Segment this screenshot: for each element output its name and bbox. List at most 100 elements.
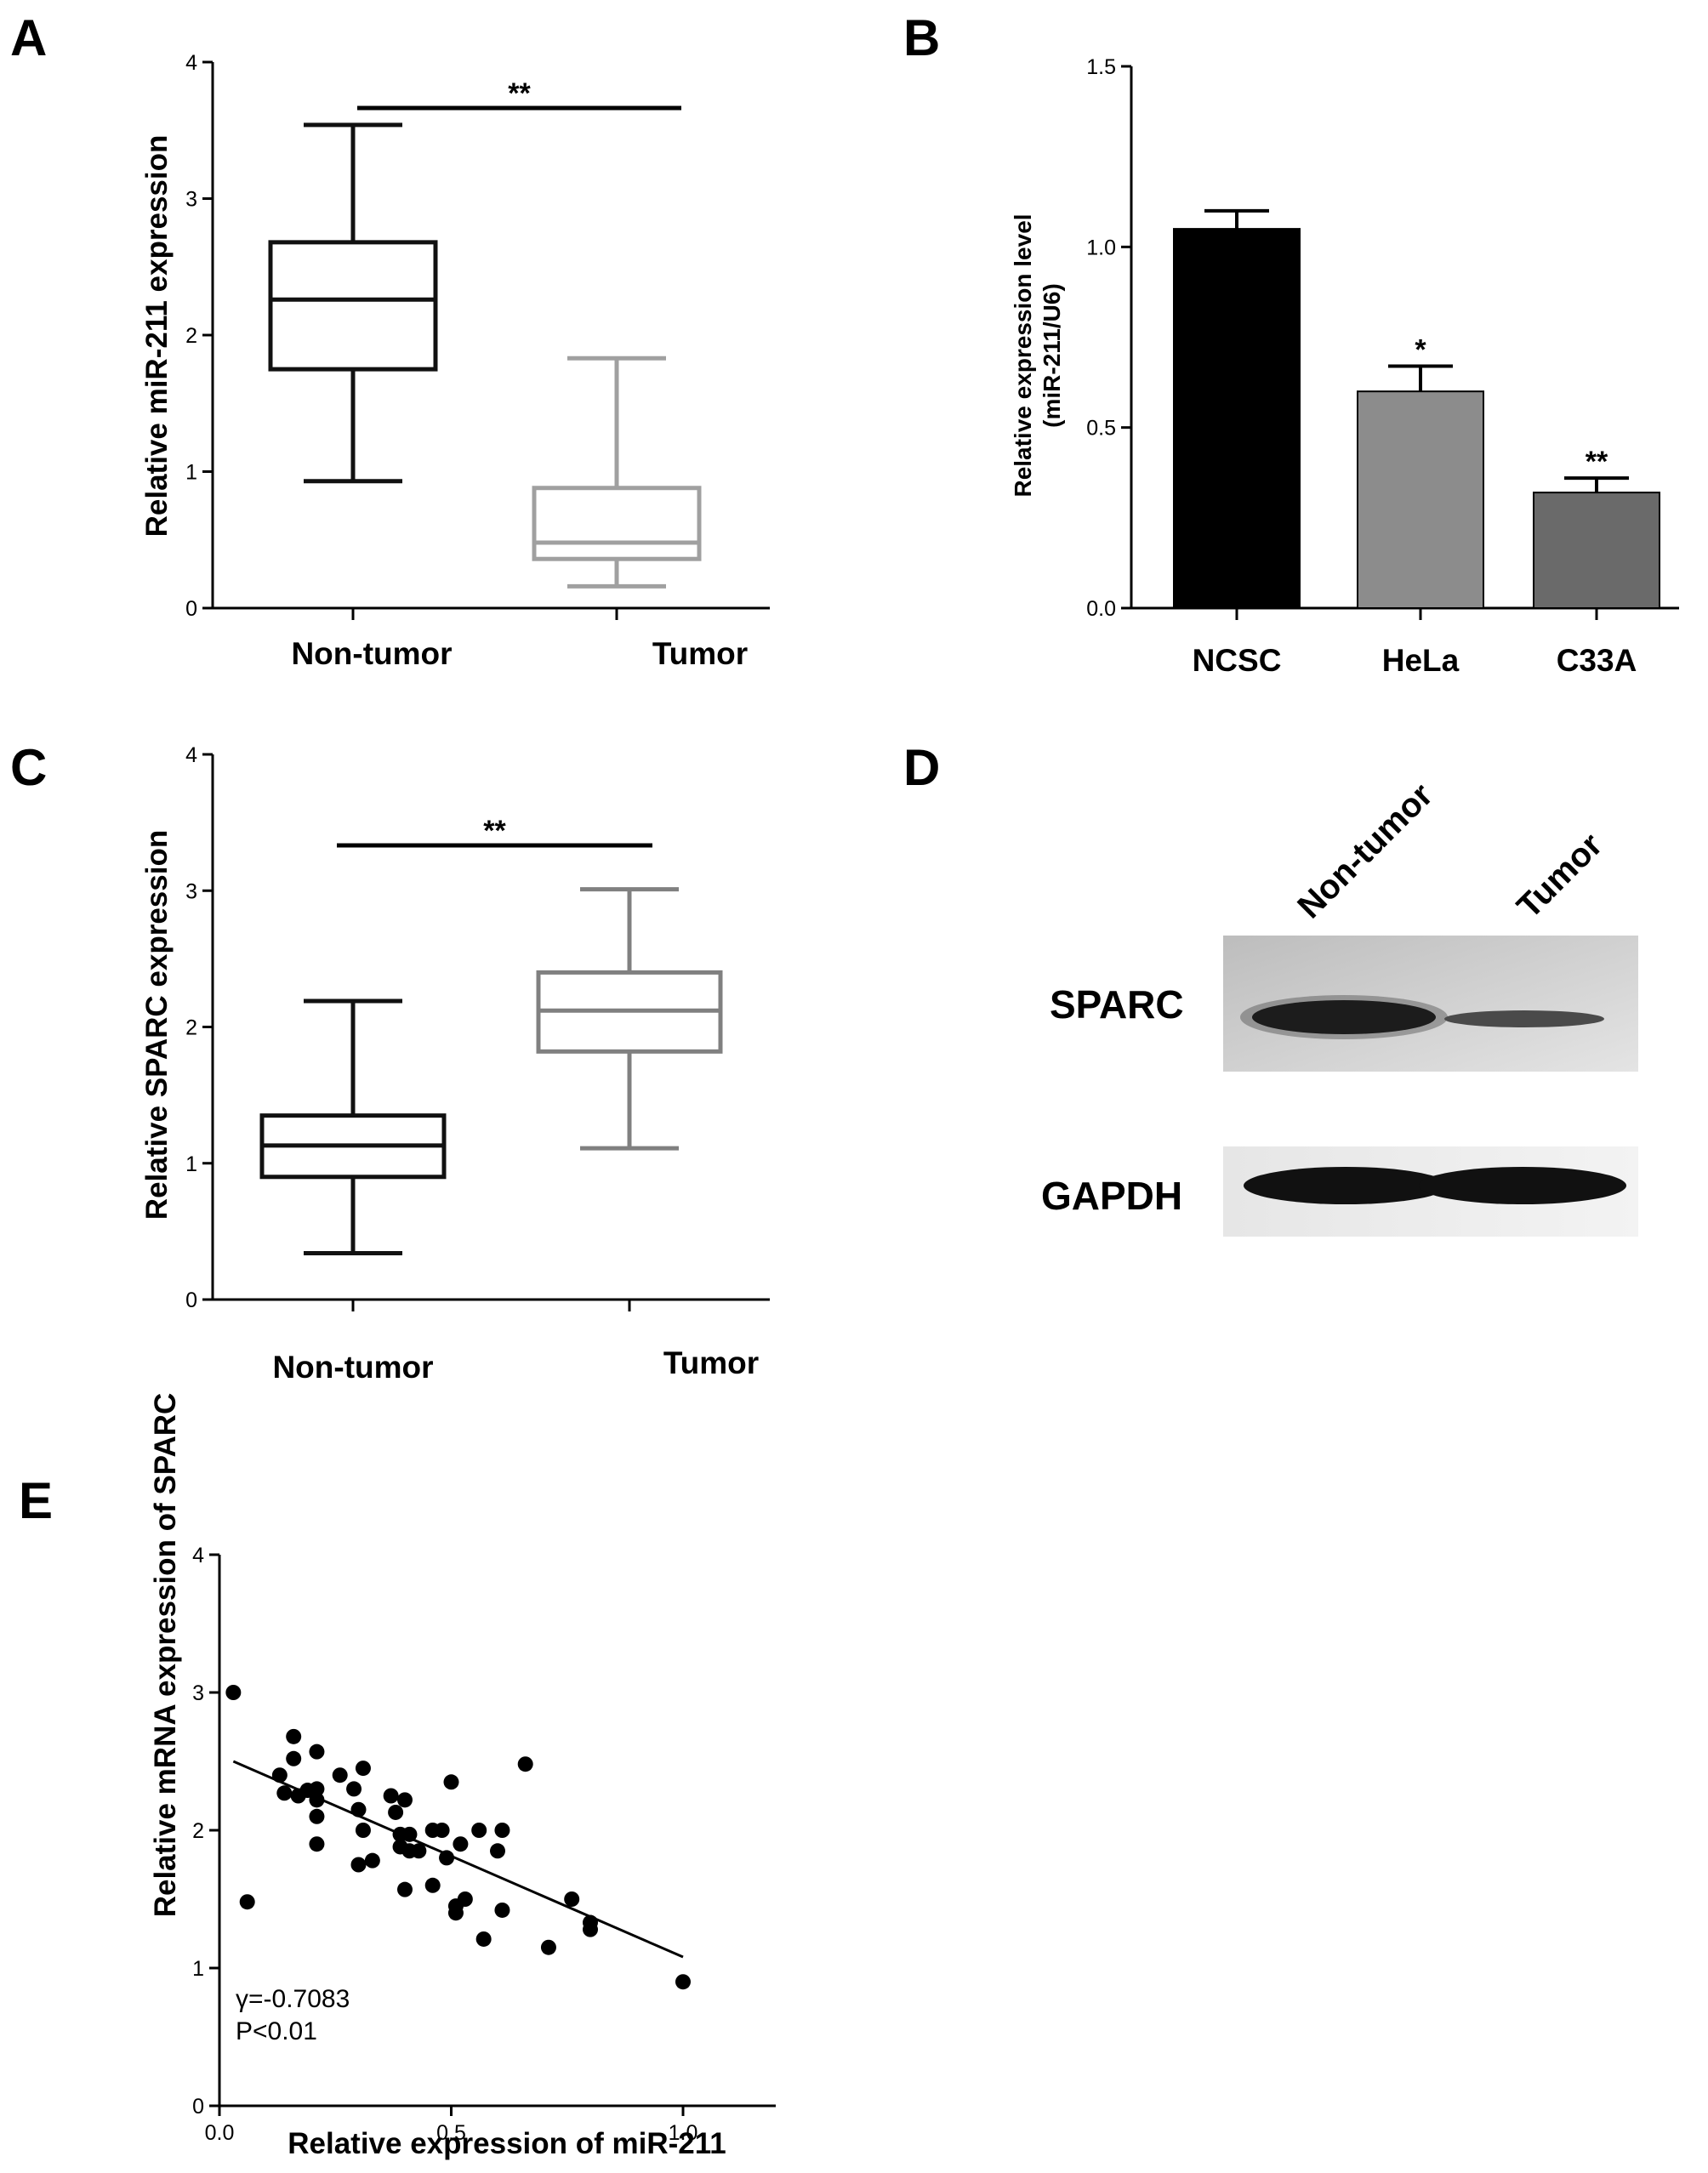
panel-letter-d: D: [903, 739, 940, 796]
blot-band-gapdh-tumor: [1419, 1167, 1626, 1204]
panel-e-data-point: [346, 1781, 362, 1797]
panel-e-data-point: [332, 1767, 348, 1783]
panel-e-y-tick-label: 2: [192, 1819, 204, 1843]
panel-e-data-point: [309, 1836, 325, 1852]
panel-e-data-point: [350, 1857, 367, 1873]
panel-e-data-point: [397, 1792, 413, 1808]
panel-e-data-point: [355, 1761, 371, 1777]
panel-a-x-tick-label: Tumor: [652, 636, 748, 671]
panel-c-y-tick-label: 4: [185, 743, 197, 767]
panel-c-y-tick-label: 3: [185, 879, 197, 903]
panel-e-data-point: [517, 1756, 533, 1772]
panel-e-data-point: [350, 1801, 367, 1817]
panel-e-data-point: [309, 1792, 325, 1808]
panel-a-box-plot: Relative miR-211 expression 0 1 2 3 4 Non-tum…: [140, 51, 770, 671]
panel-b-y-tick-label: 1.5: [1086, 55, 1116, 79]
panel-letter-a: A: [10, 9, 47, 66]
panel-e-data-point: [443, 1774, 459, 1790]
panel-c-y-tick-label: 2: [185, 1016, 197, 1040]
panel-letter-b: B: [903, 9, 940, 66]
panel-e-data-point: [675, 1974, 691, 1990]
panel-a-y-tick-label: 4: [185, 51, 197, 75]
panel-e-data-point: [276, 1785, 293, 1801]
panel-e-y-tick-label: 4: [192, 1544, 204, 1567]
panel-e-data-point: [583, 1921, 598, 1937]
panel-e-data-point: [490, 1843, 505, 1859]
panel-e-x-tick-label: 0.0: [205, 2121, 235, 2145]
panel-letter-e: E: [19, 1472, 53, 1529]
panel-b-y-axis-title-line2: (miR-211/U6): [1039, 283, 1065, 428]
panel-e-data-point: [309, 1744, 325, 1760]
panel-e-y-tick-label: 3: [192, 1681, 204, 1705]
panel-e-data-point: [225, 1685, 242, 1700]
panel-e-data-point: [564, 1891, 580, 1907]
blot-lane-label-tumor: Tumor: [1510, 826, 1609, 925]
panel-b-y-tick-label: 0.0: [1086, 597, 1116, 621]
panel-e-x-tick-label: 1.0: [669, 2121, 698, 2145]
panel-e-scatter-plot: Relative mRNA expression of SPARC Relati…: [149, 1393, 776, 2160]
panel-c-y-tick-label: 0: [185, 1288, 197, 1312]
panel-c-x-tick-label: Non-tumor: [272, 1350, 433, 1385]
panel-e-x-tick-label: 0.5: [436, 2121, 466, 2145]
panel-b-bar: [1533, 492, 1660, 610]
blot-label-gapdh: GAPDH: [1041, 1174, 1182, 1218]
panel-a-y-axis-title: Relative miR-211 expression: [140, 135, 174, 538]
panel-c-y-tick-label: 1: [185, 1152, 197, 1176]
panel-b-y-tick-label: 1.0: [1086, 236, 1116, 259]
panel-e-data-point: [424, 1877, 441, 1893]
panel-letter-c: C: [10, 739, 47, 796]
panel-a-y-tick-label: 3: [185, 188, 197, 212]
panel-e-data-point: [383, 1788, 399, 1804]
panel-b-bar-chart: Relative expression level (miR-211/U6) 0…: [1010, 55, 1679, 678]
panel-e-y-axis-title: Relative mRNA expression of SPARC: [149, 1393, 182, 1918]
panel-a-y-tick-label: 1: [185, 461, 197, 485]
panel-e-data-point: [355, 1823, 371, 1838]
blot-label-sparc: SPARC: [1050, 982, 1184, 1027]
panel-e-y-tick-label: 1: [192, 1957, 204, 1981]
panel-e-data-point: [471, 1823, 487, 1838]
panel-e-y-tick-label: 0: [192, 2095, 204, 2119]
panel-d-western-blot: Non-tumor Tumor SPARC GAPDH: [1041, 776, 1638, 1237]
blot-lane-label-non-tumor: Non-tumor: [1290, 776, 1440, 926]
panel-e-data-point: [434, 1823, 450, 1838]
panel-c-significance-label: **: [483, 815, 506, 847]
panel-e-data-point: [397, 1881, 413, 1897]
panel-e-data-point: [364, 1852, 380, 1869]
blot-band-sparc-non-tumor-halo: [1240, 995, 1448, 1039]
panel-e-data-point: [494, 1902, 510, 1918]
panel-e-data-point: [439, 1850, 455, 1866]
panel-a-significance-label: **: [508, 77, 531, 110]
panel-e-data-point: [309, 1808, 325, 1824]
panel-e-data-point: [457, 1891, 473, 1907]
panel-c-box-plot: Relative SPARC expression 0 1 2 3 4 Non-tumor…: [140, 743, 770, 1385]
panel-e-data-point: [411, 1843, 427, 1859]
panel-e-data-point: [447, 1905, 464, 1921]
panel-b-significance-label: *: [1415, 333, 1426, 366]
panel-a-x-tick-label: Non-tumor: [291, 636, 452, 671]
panel-b-y-tick-label: 0.5: [1086, 417, 1116, 441]
panel-a-box: [532, 486, 702, 561]
panel-b-x-tick-label: C33A: [1557, 643, 1637, 678]
panel-e-data-point: [309, 1781, 325, 1797]
blot-band-sparc-non-tumor: [1252, 1000, 1436, 1034]
blot-band-sparc-tumor: [1444, 1010, 1604, 1027]
panel-b-y-axis-title-line1: Relative expression level: [1010, 213, 1036, 497]
panel-e-data-point: [388, 1804, 404, 1820]
panel-a-y-tick-label: 2: [185, 324, 197, 348]
panel-e-data-point: [453, 1836, 469, 1852]
panel-e-data-point: [494, 1823, 510, 1838]
panel-b-bar: [1357, 390, 1484, 610]
panel-c-x-tick-label: Tumor: [663, 1345, 759, 1380]
panel-a-y-tick-label: 0: [185, 597, 197, 621]
panel-e-data-point: [475, 1931, 492, 1947]
panel-e-data-point: [401, 1826, 418, 1842]
panel-e-p-value: P<0.01: [236, 2017, 317, 2045]
panel-e-data-point: [540, 1939, 556, 1955]
panel-b-x-tick-label: HeLa: [1382, 643, 1460, 678]
panel-e-data-point: [239, 1894, 255, 1910]
panel-e-data-point: [286, 1728, 302, 1744]
panel-b-significance-label: **: [1586, 446, 1608, 478]
panel-e-data-point: [271, 1767, 288, 1783]
panel-a-box: [268, 240, 438, 372]
